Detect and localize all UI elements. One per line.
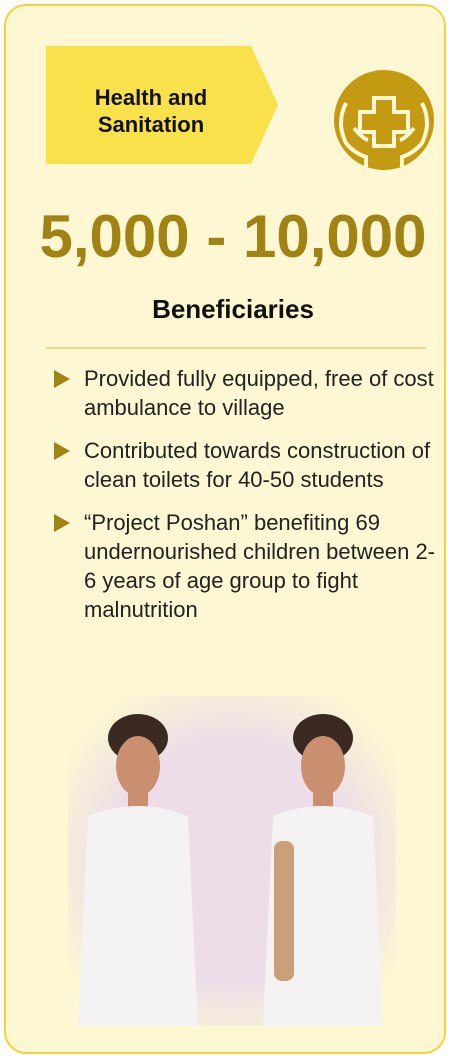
bullet-item: Contributed towards construction of clea… bbox=[52, 436, 442, 494]
divider bbox=[46, 347, 426, 349]
beneficiary-photo bbox=[68, 696, 396, 1026]
bullet-item: “Project Poshan” benefiting 69 undernour… bbox=[52, 508, 442, 624]
card: Health and Sanitation 5,000 - 10,000 Ben… bbox=[4, 4, 446, 1054]
category-title: Health and Sanitation bbox=[56, 84, 246, 138]
beneficiary-label: Beneficiaries bbox=[6, 294, 454, 325]
bullet-text: “Project Poshan” benefiting 69 undernour… bbox=[84, 510, 435, 622]
bullet-list: Provided fully equipped, free of cost am… bbox=[52, 364, 442, 638]
bullet-marker bbox=[54, 514, 70, 532]
health-icon bbox=[324, 68, 444, 178]
bullet-item: Provided fully equipped, free of cost am… bbox=[52, 364, 442, 422]
bullet-marker bbox=[54, 442, 70, 460]
bullet-text: Contributed towards construction of clea… bbox=[84, 438, 430, 492]
bullet-marker bbox=[54, 370, 70, 388]
beneficiary-range: 5,000 - 10,000 bbox=[6, 202, 454, 271]
bullet-text: Provided fully equipped, free of cost am… bbox=[84, 366, 434, 420]
